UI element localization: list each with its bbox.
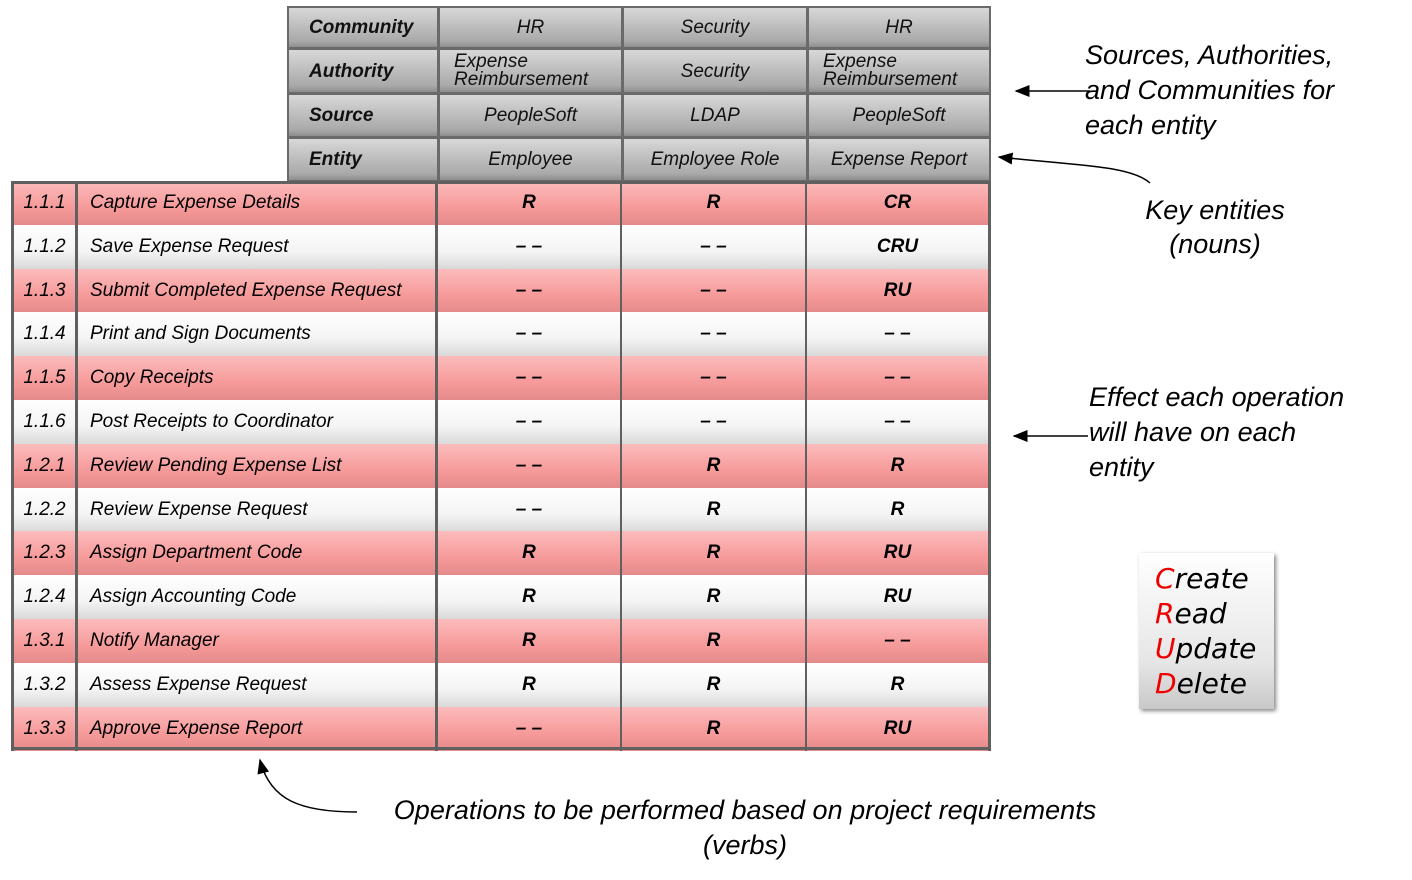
crud-value: – – (807, 356, 991, 401)
crud-value: R (807, 662, 991, 707)
note-sources: Sources, Authorities, and Communities fo… (1085, 40, 1335, 140)
crud-value: R (438, 181, 623, 225)
table-row: 1.2.3 Assign Department Code R R RU (11, 531, 991, 576)
operation-number: 1.1.2 (11, 224, 78, 269)
operation-number: 1.3.2 (11, 662, 78, 707)
header-authority-cell: Security (622, 48, 808, 94)
crud-value: R (438, 619, 623, 663)
crud-value: – – (622, 400, 808, 444)
table-row: 1.2.1 Review Pending Expense List – – R R (11, 443, 991, 488)
table-row: 1.2.2 Review Expense Request – – R R (11, 487, 991, 532)
operation-name: Assess Expense Request (78, 662, 438, 707)
crud-value: – – (622, 312, 808, 357)
crud-value: – – (622, 224, 808, 269)
crud-value: – – (438, 400, 623, 444)
crud-value: R (438, 575, 623, 620)
table-row: 1.3.2 Assess Expense Request R R R (11, 662, 991, 707)
header-source-cell: LDAP (622, 93, 808, 138)
crud-value: R (807, 487, 991, 532)
operation-number: 1.2.1 (11, 443, 78, 488)
header-entity-cell: Expense Report (807, 137, 991, 182)
operation-name: Assign Accounting Code (78, 575, 438, 620)
crud-value: – – (622, 356, 808, 401)
crud-value: CR (807, 181, 991, 225)
legend-item: Read (1155, 597, 1227, 630)
arrow-entities (997, 152, 1151, 184)
crud-value: R (622, 662, 808, 707)
crud-value: R (438, 662, 623, 707)
operation-number: 1.1.5 (11, 356, 78, 401)
legend-item: Delete (1155, 667, 1247, 700)
crud-value: R (622, 619, 808, 663)
header-label-source: Source (287, 93, 439, 138)
table-row: 1.3.3 Approve Expense Report – – R RU (11, 706, 991, 751)
header-entity-cell: Employee Role (622, 137, 808, 182)
table-row: 1.1.1 Capture Expense Details R R CR (11, 181, 991, 225)
crud-value: RU (807, 268, 991, 313)
operation-number: 1.2.4 (11, 575, 78, 620)
legend-item: Create (1155, 562, 1249, 595)
crud-value: CRU (807, 224, 991, 269)
crud-value: R (622, 443, 808, 488)
operation-name: Submit Completed Expense Request (78, 268, 438, 313)
crud-value: R (622, 487, 808, 532)
crud-value: – – (807, 400, 991, 444)
crud-value: RU (807, 706, 991, 751)
table-row: 1.1.4 Print and Sign Documents – – – – – – (11, 312, 991, 357)
crud-value: – – (438, 487, 623, 532)
crud-value: R (622, 575, 808, 620)
crud-value: R (622, 706, 808, 751)
header-label-community: Community (287, 6, 439, 49)
operation-name: Approve Expense Report (78, 706, 438, 751)
table-row: 1.1.5 Copy Receipts – – – – – – (11, 356, 991, 401)
operation-number: 1.1.4 (11, 312, 78, 357)
header-label-authority: Authority (287, 48, 439, 94)
crud-value: – – (438, 356, 623, 401)
crud-value: – – (807, 619, 991, 663)
operation-number: 1.1.3 (11, 268, 78, 313)
crud-value: – – (622, 268, 808, 313)
operation-name: Save Expense Request (78, 224, 438, 269)
operation-name: Capture Expense Details (78, 181, 438, 225)
note-entities: Key entities (nouns) (1145, 195, 1285, 259)
crud-value: R (622, 181, 808, 225)
operation-name: Assign Department Code (78, 531, 438, 576)
table-row: 1.1.3 Submit Completed Expense Request – … (11, 268, 991, 313)
table-row: 1.1.2 Save Expense Request – – – – CRU (11, 224, 991, 269)
operation-name: Review Pending Expense List (78, 443, 438, 488)
operation-name: Print and Sign Documents (78, 312, 438, 357)
crud-value: – – (438, 268, 623, 313)
header-authority-cell: Expense Reimbursement (438, 48, 623, 94)
table-row: 1.1.6 Post Receipts to Coordinator – – – –… (11, 400, 991, 444)
crud-legend: Create Read Update Delete (1139, 553, 1274, 709)
crud-value: – – (807, 312, 991, 357)
table-row: 1.2.4 Assign Accounting Code R R RU (11, 575, 991, 620)
crud-value: – – (438, 224, 623, 269)
legend-item: Update (1155, 632, 1257, 665)
operation-number: 1.3.3 (11, 706, 78, 751)
note-operations: Operations to be performed based on proj… (393, 795, 1097, 860)
crud-value: R (622, 531, 808, 576)
operation-name: Post Receipts to Coordinator (78, 400, 438, 444)
header-community-cell: Security (622, 6, 808, 49)
operation-number: 1.2.2 (11, 487, 78, 532)
operation-name: Copy Receipts (78, 356, 438, 401)
table-row: 1.3.1 Notify Manager R R – – (11, 619, 991, 663)
note-effect: Effect each operation will have on each … (1089, 382, 1345, 482)
header-entity-cell: Employee (438, 137, 623, 182)
crud-value: R (807, 443, 991, 488)
crud-value: – – (438, 706, 623, 751)
crud-value: – – (438, 312, 623, 357)
operation-name: Review Expense Request (78, 487, 438, 532)
crud-value: R (438, 531, 623, 576)
crud-value: – – (438, 443, 623, 488)
operation-name: Notify Manager (78, 619, 438, 663)
arrow-operations (257, 758, 358, 813)
crud-value: RU (807, 575, 991, 620)
